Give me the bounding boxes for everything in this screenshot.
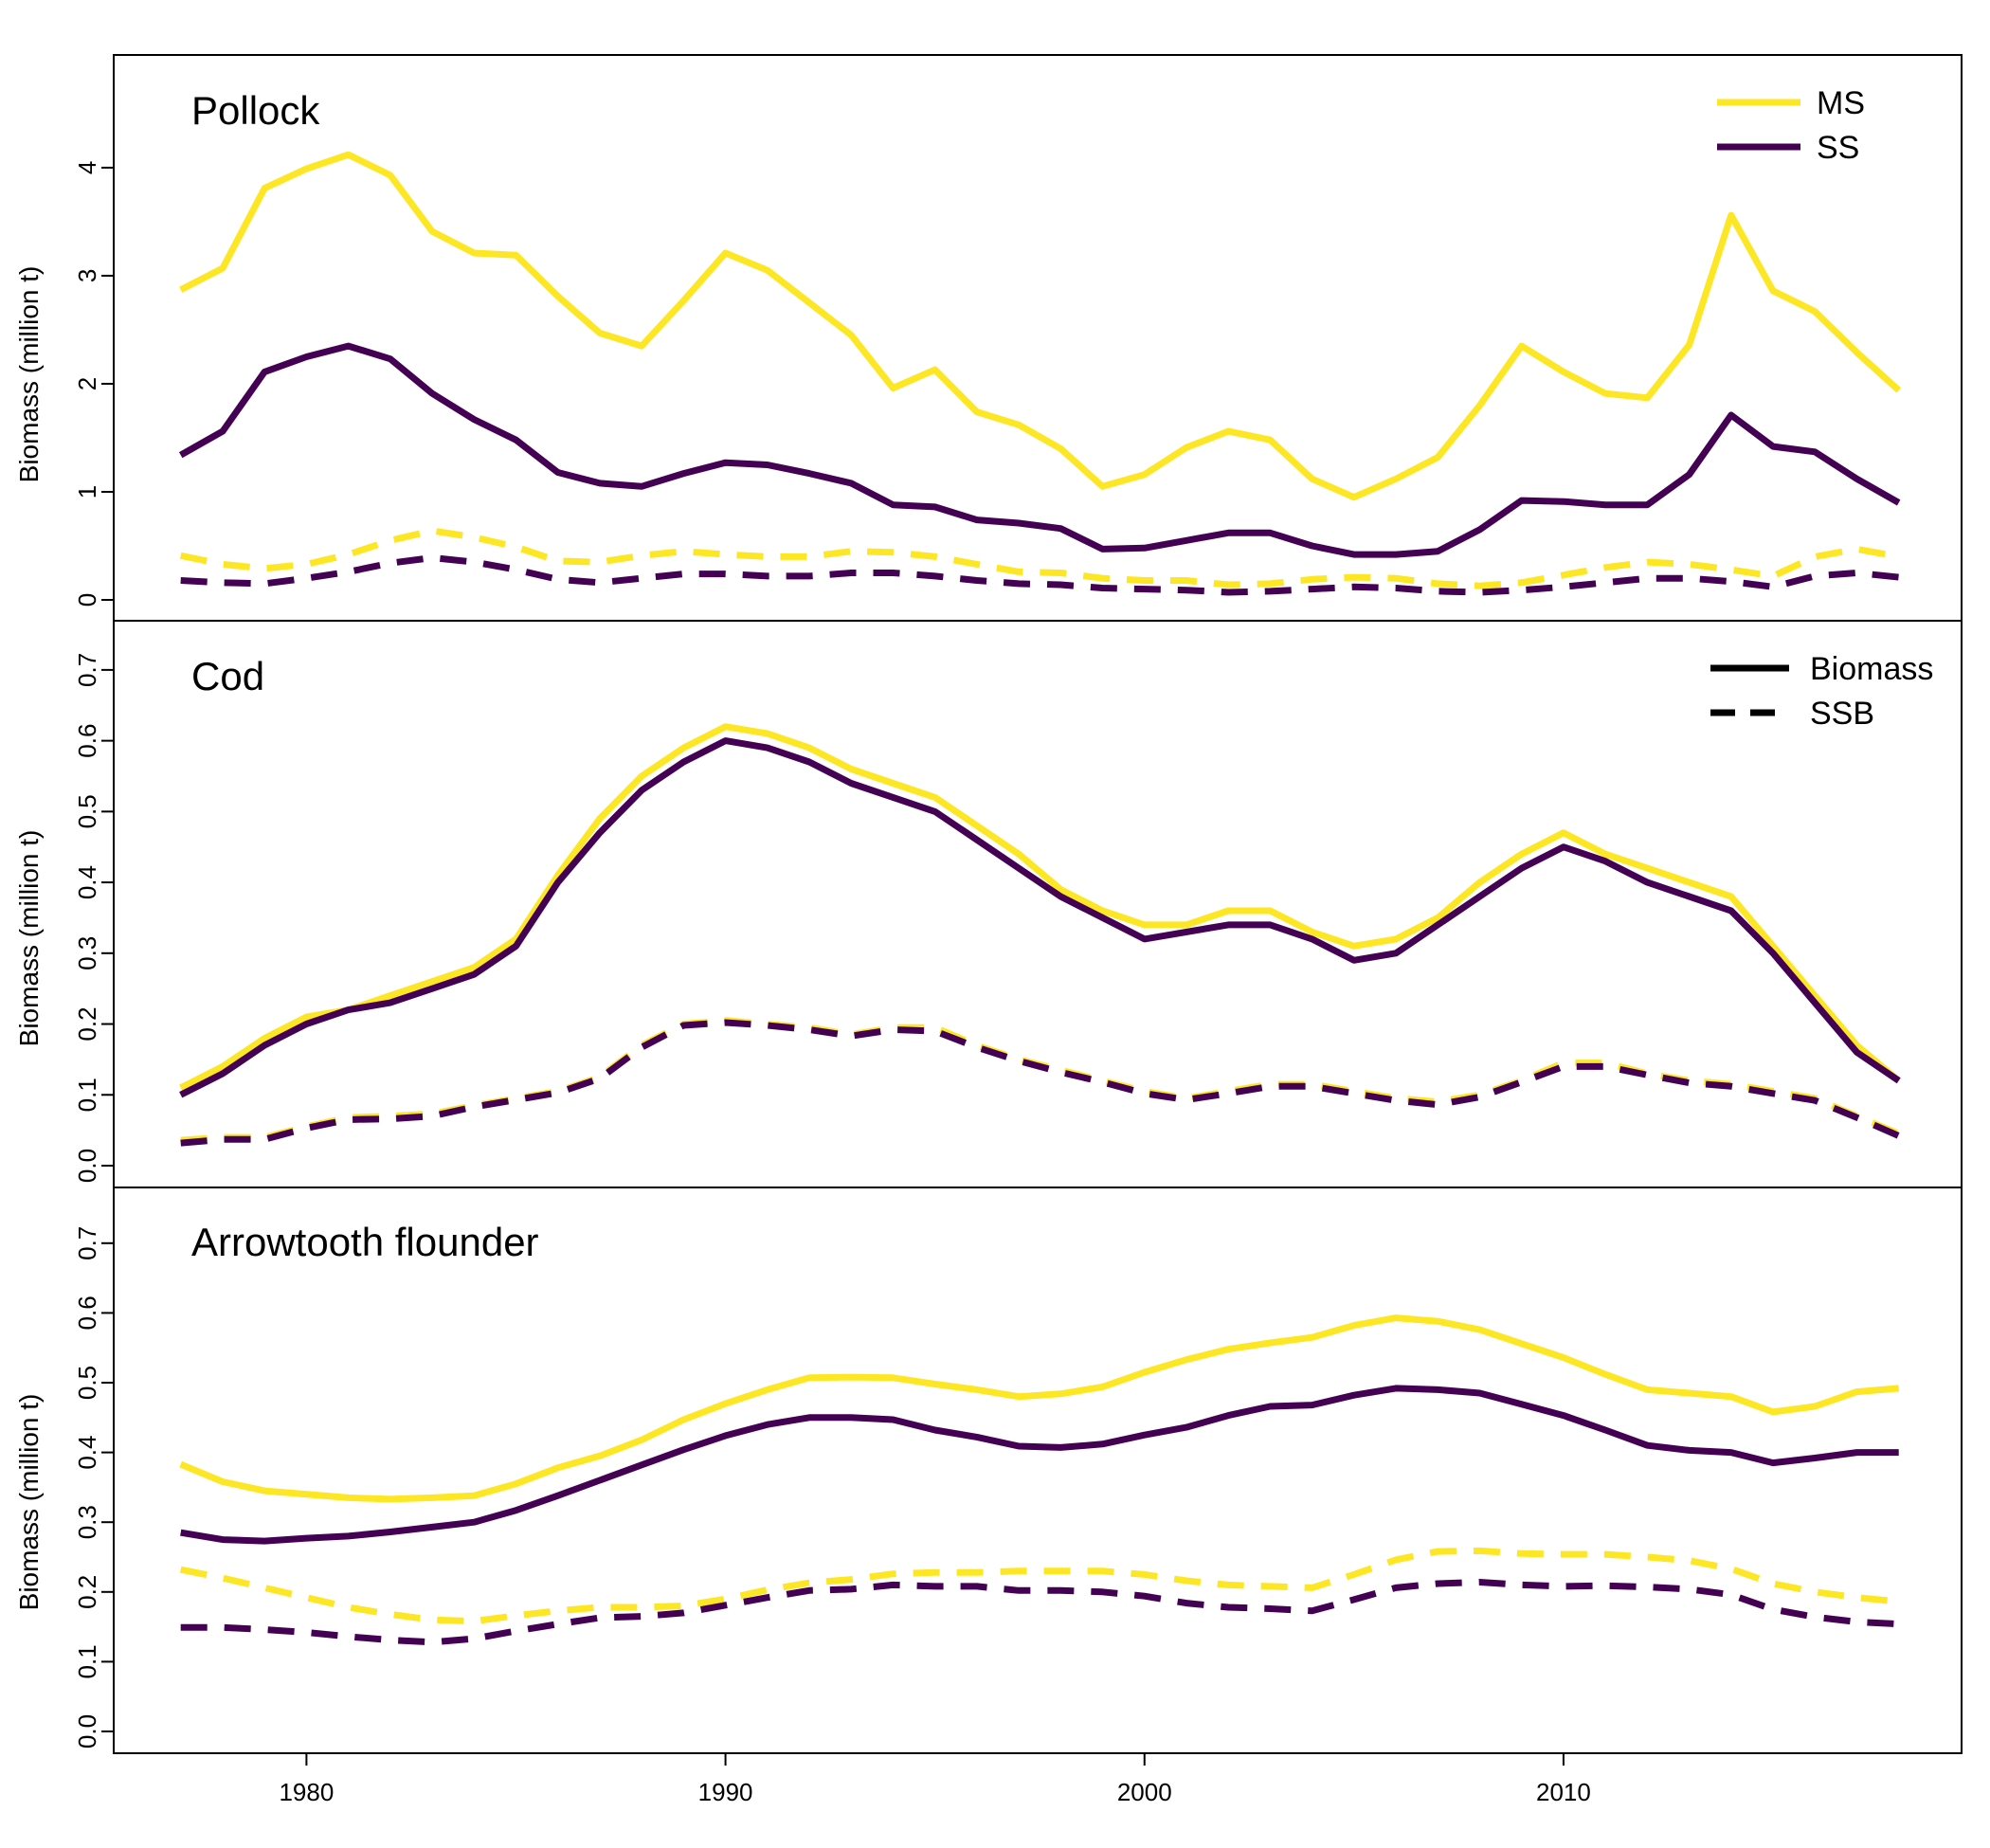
x-tick-label: 1990 — [698, 1778, 753, 1806]
y-tick-label: 0.5 — [73, 794, 101, 828]
series-line-ms-biomass — [179, 1314, 1899, 1503]
y-tick-label: 0.0 — [73, 1714, 101, 1748]
panel-title-arrowtooth-flounder: Arrowtooth flounder — [191, 1220, 539, 1264]
y-tick-label: 2 — [73, 377, 101, 390]
y-tick-label: 0.1 — [73, 1644, 101, 1678]
y-tick-label: 0.3 — [73, 936, 101, 970]
y-tick-label: 0.2 — [73, 1575, 101, 1609]
series-line-ss-ssb — [180, 1579, 1899, 1646]
panel-title-pollock: Pollock — [191, 88, 320, 133]
series-line-ss-biomass — [180, 1385, 1899, 1545]
y-tick-label: 0.1 — [73, 1078, 101, 1112]
y-tick-label: 0.6 — [73, 724, 101, 758]
series-line-ss-ssb — [180, 554, 1900, 596]
y-tick-label: 0 — [73, 593, 101, 607]
y-axis-label-pollock: Biomass (million t) — [14, 266, 44, 483]
y-tick-label: 0.3 — [73, 1505, 101, 1539]
panel-frame — [113, 620, 1963, 1188]
panel-arrowtooth-flounder: Arrowtooth flounder Biomass (million t) … — [14, 1187, 1963, 1754]
series-line-ms-biomass — [179, 151, 1902, 501]
legend-label-ssb: SSB — [1810, 696, 1874, 732]
panel-frame — [113, 54, 1963, 622]
legend-label-biomass: Biomass — [1810, 651, 1933, 687]
legend-label-ms: MS — [1817, 85, 1865, 121]
x-tick-label: 2000 — [1117, 1778, 1172, 1806]
y-tick-label: 0.7 — [73, 653, 101, 687]
series-line-ms-ssb — [180, 1547, 1900, 1625]
y-tick-label: 0.5 — [73, 1366, 101, 1400]
y-tick-label: 0.4 — [73, 1436, 101, 1470]
y-axis-label-arrowtooth-flounder: Biomass (million t) — [14, 1394, 44, 1611]
legend-model: MS SS — [1717, 85, 1865, 166]
x-tick-label: 1980 — [279, 1778, 334, 1806]
panel-title-cod: Cod — [191, 654, 264, 698]
y-tick-label: 1 — [73, 485, 101, 498]
y-tick-label: 0.7 — [73, 1226, 101, 1260]
panel-frame — [113, 1187, 1963, 1754]
series-line-ms-ssb — [180, 1017, 1901, 1144]
y-tick-label: 4 — [73, 161, 101, 174]
series-line-ss-ssb — [180, 1019, 1901, 1147]
y-tick-label: 0.6 — [73, 1295, 101, 1330]
x-tick-label: 2010 — [1536, 1778, 1591, 1806]
y-tick-label: 3 — [73, 269, 101, 282]
series-line-ss-biomass — [178, 342, 1901, 558]
y-tick-label: 0.0 — [73, 1149, 101, 1183]
y-tick-label: 0.2 — [73, 1006, 101, 1041]
legend-label-ss: SS — [1817, 130, 1859, 166]
series-line-ss-biomass — [179, 737, 1901, 1098]
y-tick-label: 0.4 — [73, 865, 101, 899]
legend-metric: Biomass SSB — [1710, 651, 1933, 732]
x-axis: 1980 1990 2000 2010 — [279, 1753, 1591, 1806]
series-line-ms-ssb — [179, 527, 1900, 589]
y-axis-label-cod: Biomass (million t) — [14, 830, 44, 1047]
series-line-ms-biomass — [179, 723, 1901, 1091]
panel-pollock: Pollock Biomass (million t) 0 1 2 3 4 — [14, 54, 1963, 622]
panel-cod: Cod Biomass (million t) 0.0 0.1 0.2 0.3 0.4 0… — [14, 620, 1963, 1188]
